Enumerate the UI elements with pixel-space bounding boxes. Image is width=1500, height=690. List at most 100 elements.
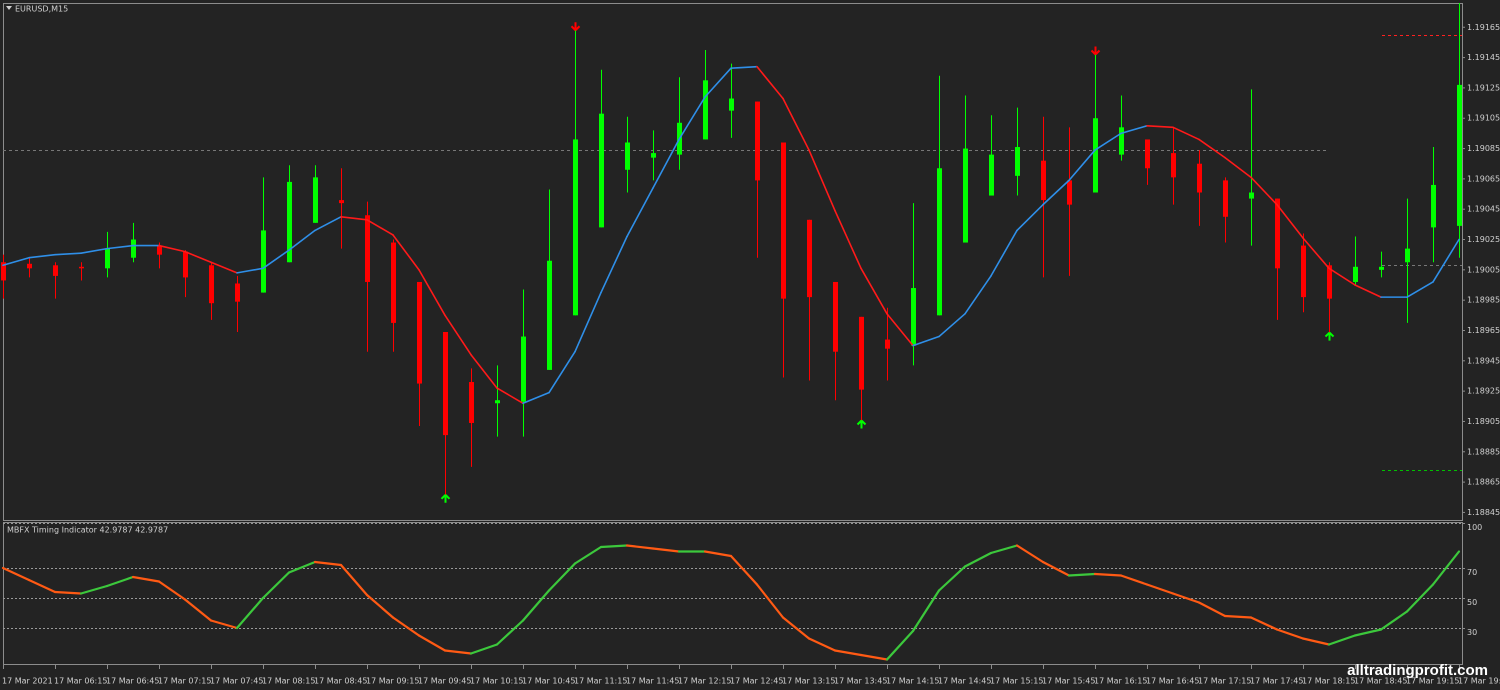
candle-body xyxy=(1223,180,1228,217)
ma-segment xyxy=(522,391,550,405)
ma-segment xyxy=(548,350,576,394)
candle-body xyxy=(1015,147,1020,176)
ma-segment xyxy=(730,65,758,69)
indicator-segment xyxy=(1041,560,1071,577)
candle-body xyxy=(807,219,812,298)
buy-arrow xyxy=(1324,331,1335,341)
indicator-segment xyxy=(651,547,681,553)
y-tick-label: 1.19005 xyxy=(1467,265,1500,274)
indicator-segment xyxy=(755,583,785,619)
x-tick-label: 17 Mar 16:45 xyxy=(1146,677,1199,686)
indicator-segment xyxy=(261,571,291,600)
y-tick-label: 1.19045 xyxy=(1467,205,1500,214)
y-tick-label: 70 xyxy=(1467,568,1477,577)
x-tick-label: 17 Mar 12:15 xyxy=(678,677,731,686)
ma-segment xyxy=(1146,125,1174,129)
candle-body xyxy=(1379,266,1384,270)
candle-body xyxy=(1145,139,1150,169)
indicator-segment xyxy=(287,560,317,574)
candle-body xyxy=(703,80,708,140)
candle-body xyxy=(521,336,526,402)
indicator-segment xyxy=(27,578,57,594)
indicator-segment xyxy=(391,616,421,637)
ma-segment xyxy=(262,249,290,270)
menu-triangle[interactable] xyxy=(6,6,12,10)
x-tick-label: 17 Mar 17:45 xyxy=(1250,677,1303,686)
ma-segment xyxy=(938,313,966,338)
x-tick-label: 17 Mar 17:15 xyxy=(1198,677,1251,686)
sell-arrow xyxy=(570,22,581,31)
candle-body xyxy=(859,316,864,390)
x-tick-label: 17 Mar 19:45 xyxy=(1458,677,1500,686)
ma-segment xyxy=(1042,179,1070,206)
candle-body xyxy=(599,113,604,228)
candle-body xyxy=(495,400,500,404)
candle-body xyxy=(79,266,84,269)
candle-body xyxy=(313,177,318,223)
ma-segment xyxy=(340,215,368,221)
ma-segment xyxy=(2,256,30,267)
candle-body xyxy=(391,242,396,323)
chart-title: EURUSD,M15 xyxy=(15,5,68,14)
indicator-segment xyxy=(1223,614,1253,619)
x-tick-label: 17 Mar 13:15 xyxy=(782,677,835,686)
ma-segment xyxy=(600,235,628,294)
indicator-segment xyxy=(599,544,629,549)
indicator-segment xyxy=(625,544,655,550)
indicator-segment xyxy=(1145,583,1175,595)
candle-body xyxy=(235,283,240,302)
x-tick-label: 17 Mar 15:45 xyxy=(1042,677,1095,686)
x-tick-label: 17 Mar 07:45 xyxy=(210,677,263,686)
ma-segment xyxy=(80,247,108,254)
ma-segment xyxy=(496,387,524,405)
y-tick-label: 1.19165 xyxy=(1467,23,1500,32)
y-tick-label: 1.18885 xyxy=(1467,447,1500,456)
x-tick-label: 17 Mar 10:45 xyxy=(522,677,575,686)
ma-segment xyxy=(704,67,732,98)
indicator-segment xyxy=(781,616,811,640)
indicator-segment xyxy=(989,544,1019,555)
candle-body xyxy=(1353,266,1358,282)
x-tick-label: 17 Mar 11:15 xyxy=(574,677,627,686)
indicator-segment xyxy=(573,545,603,565)
indicator-segment xyxy=(1405,583,1435,613)
indicator-segment xyxy=(703,550,733,558)
y-tick-label: 1.19065 xyxy=(1467,174,1500,183)
indicator-segment xyxy=(859,653,889,661)
indicator-segment xyxy=(729,554,759,586)
indicator-segment xyxy=(235,596,265,630)
ma-segment xyxy=(756,65,784,100)
y-tick-label: 1.18865 xyxy=(1467,478,1500,487)
ma-segment xyxy=(54,252,82,256)
candle-body xyxy=(547,260,552,370)
indicator-segment xyxy=(365,593,395,619)
indicator-segment xyxy=(495,619,525,646)
indicator-segment xyxy=(157,580,187,601)
y-tick-label: 1.18945 xyxy=(1467,356,1500,365)
candle-body xyxy=(469,382,474,423)
ma-segment xyxy=(1172,126,1200,141)
candle-body xyxy=(1405,248,1410,263)
candle-body xyxy=(365,215,370,282)
buy-arrow xyxy=(440,494,451,503)
x-tick-label: 17 Mar 13:45 xyxy=(834,677,887,686)
ma-segment xyxy=(314,215,342,232)
candle-body xyxy=(963,148,968,243)
sell-arrow xyxy=(1090,46,1101,56)
candle-body xyxy=(989,154,994,196)
x-tick-label: 17 Mar 18:15 xyxy=(1302,677,1355,686)
y-tick-label: 1.19085 xyxy=(1467,144,1500,153)
ma-segment xyxy=(210,261,238,274)
x-tick-label: 17 Mar 09:45 xyxy=(418,677,471,686)
y-tick-label: 1.18985 xyxy=(1467,296,1500,305)
indicator-title: MBFX Timing Indicator 42.9787 42.9787 xyxy=(7,526,168,535)
buy-arrow xyxy=(856,419,867,429)
candle-body xyxy=(1093,118,1098,193)
indicator-panel xyxy=(3,522,1463,665)
candle-body xyxy=(625,142,630,170)
candle-body xyxy=(651,153,656,158)
indicator-segment xyxy=(53,590,83,595)
ma-segment xyxy=(1250,176,1278,206)
